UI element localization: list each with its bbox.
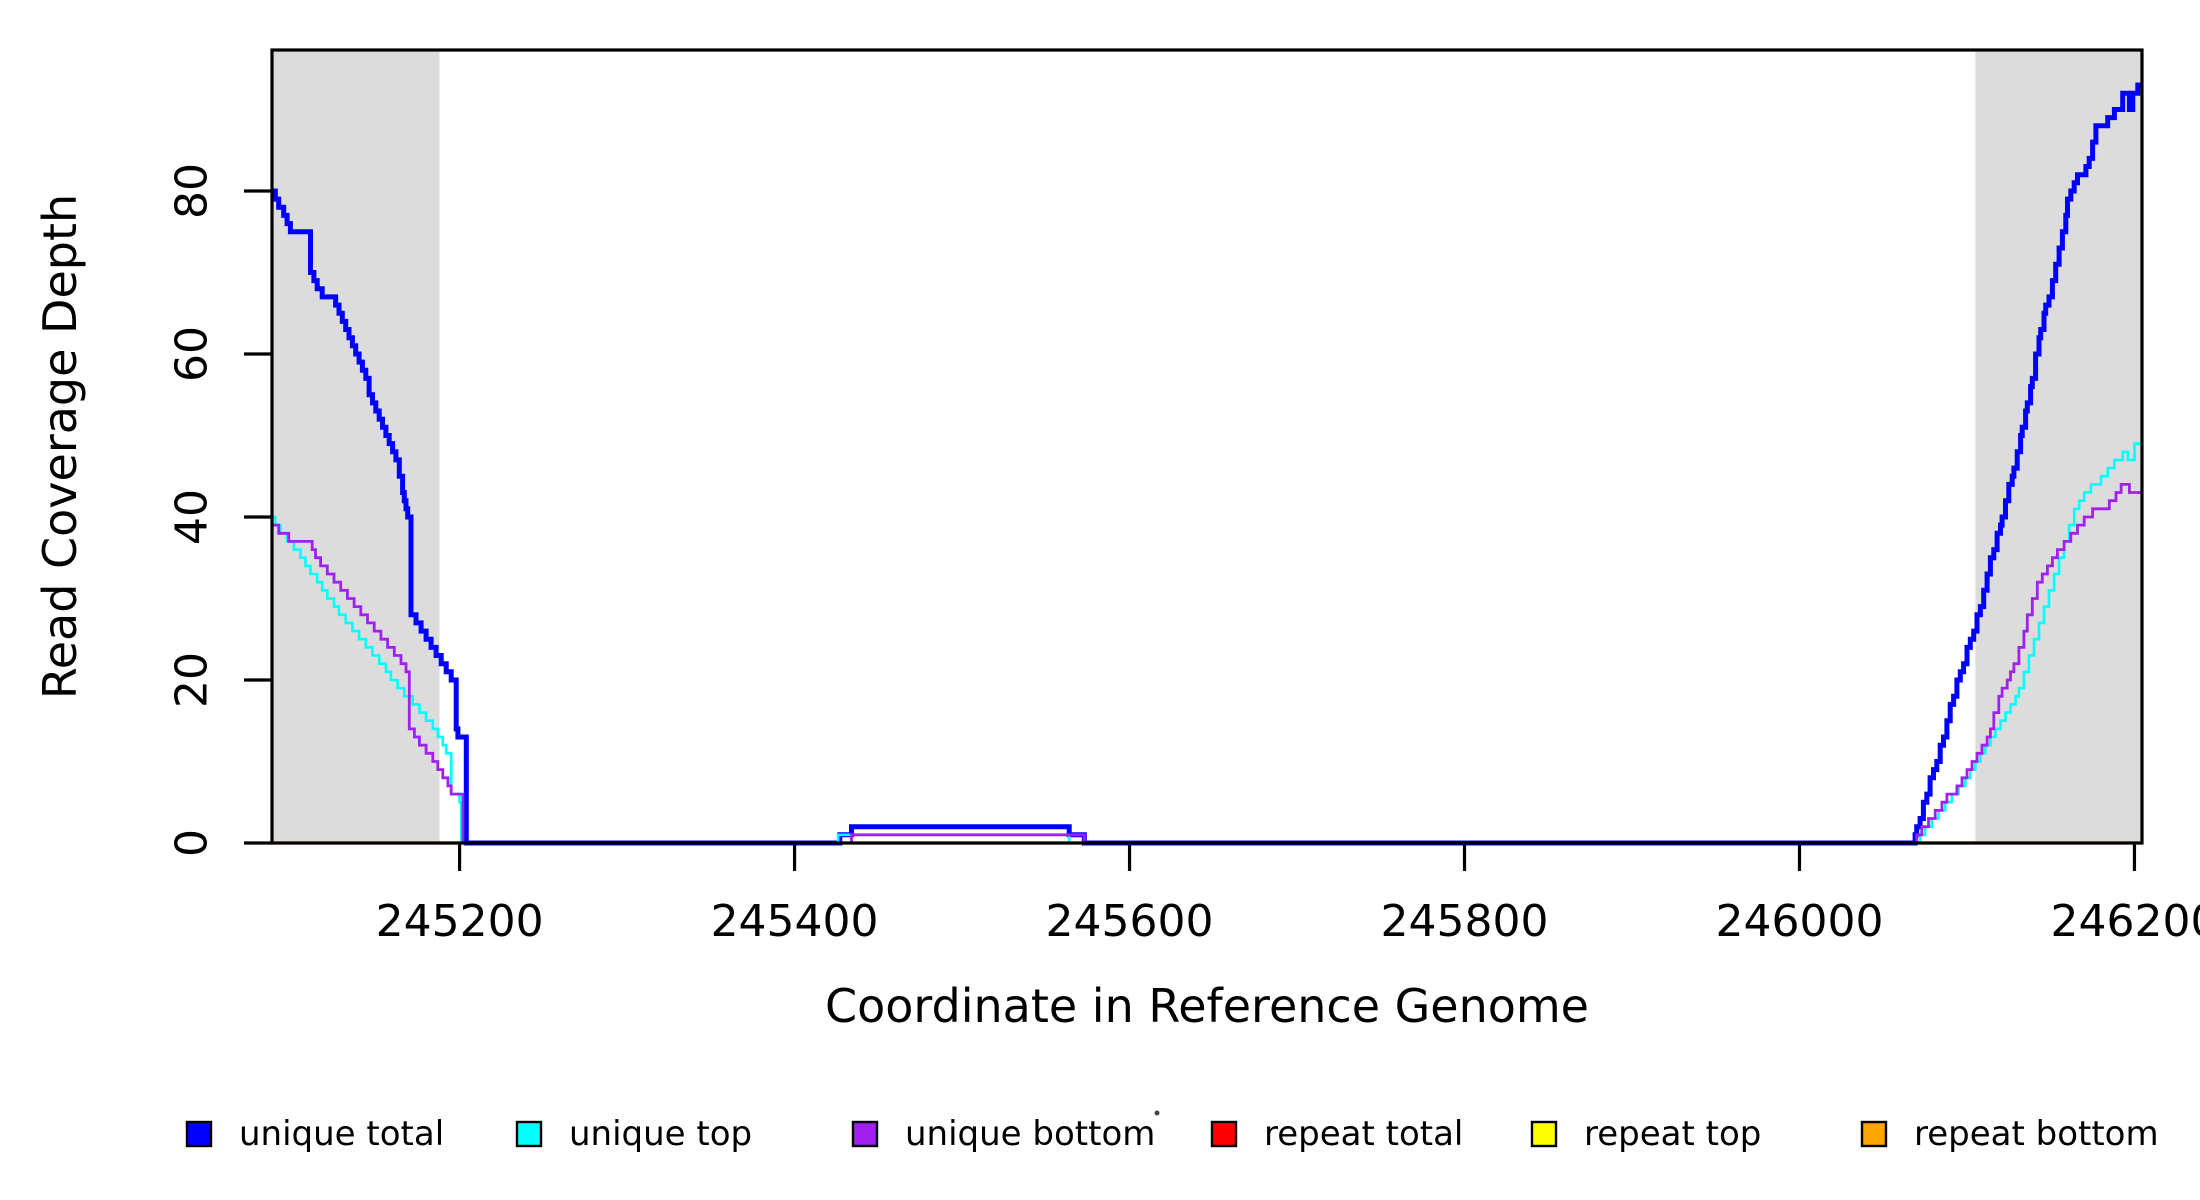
legend-label: unique total <box>239 1114 444 1154</box>
stray-dot-artifact <box>1154 1110 1160 1116</box>
x-axis-title: Coordinate in Reference Genome <box>825 979 1589 1033</box>
y-tick-label: 0 <box>167 829 218 857</box>
legend-item-repeat-top: repeat top <box>1530 1114 1761 1154</box>
x-tick-label: 245200 <box>376 896 544 947</box>
legend-label: repeat top <box>1584 1114 1761 1154</box>
legend-swatch <box>1860 1120 1888 1148</box>
series-unique-top <box>272 442 2142 845</box>
legend-item-unique-top: unique top <box>515 1114 752 1154</box>
legend-label: unique top <box>569 1114 752 1154</box>
legend-swatch <box>851 1120 879 1148</box>
y-tick-label: 20 <box>167 652 218 708</box>
y-tick-label: 60 <box>167 326 218 382</box>
y-axis-title: Read Coverage Depth <box>33 194 87 699</box>
series-unique-total <box>272 82 2142 846</box>
plot-box <box>270 48 2144 845</box>
legend-item-repeat-total: repeat total <box>1210 1114 1463 1154</box>
x-tick-label: 245400 <box>711 896 879 947</box>
x-tick-label: 245600 <box>1046 896 1214 947</box>
x-tick-label: 245800 <box>1381 896 1549 947</box>
legend-swatch <box>185 1120 213 1148</box>
plot-frame <box>270 48 2144 845</box>
left-repeat-region <box>272 50 440 843</box>
legend-swatch <box>515 1120 543 1148</box>
shaded-repeat-regions <box>272 50 2142 843</box>
legend-swatch <box>1210 1120 1238 1148</box>
y-tick-label: 40 <box>167 489 218 545</box>
series-unique-bottom <box>272 483 2142 845</box>
legend-item-repeat-bottom: repeat bottom <box>1860 1114 2159 1154</box>
x-tick-label: 246000 <box>1716 896 1884 947</box>
legend-label: repeat total <box>1264 1114 1463 1154</box>
legend-label: repeat bottom <box>1914 1114 2159 1154</box>
legend: unique total unique top unique bottom repea… <box>185 1114 2159 1154</box>
legend-swatch <box>1530 1120 1558 1148</box>
right-repeat-region <box>1975 50 2142 843</box>
legend-item-unique-total: unique total <box>185 1114 444 1154</box>
legend-item-unique-bottom: unique bottom <box>851 1114 1155 1154</box>
legend-label: unique bottom <box>905 1114 1155 1154</box>
y-tick-label: 80 <box>167 163 218 219</box>
